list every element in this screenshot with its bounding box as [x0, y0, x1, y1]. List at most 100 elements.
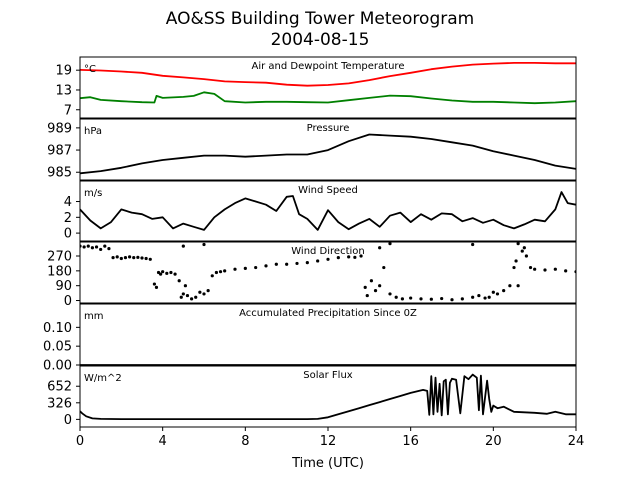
wind-dir-point-74: [495, 292, 500, 296]
xtick-label-2: 8: [241, 434, 249, 449]
wind-dir-point-78: [514, 259, 518, 263]
wind-dir-point-29: [183, 284, 187, 288]
wind-dir-point-53: [359, 254, 363, 258]
pressure-ytick-label-0: 985: [47, 166, 72, 181]
wind-dir-point-82: [528, 265, 533, 270]
wind-dir-point-1: [82, 245, 86, 249]
chart-title-line1: AO&SS Building Tower Meteorogram: [166, 9, 474, 29]
xtick-label-5: 20: [485, 434, 502, 449]
wind-dir-point-18: [152, 282, 156, 286]
wind-dir-point-26: [177, 279, 181, 283]
wind-dir-point-64: [419, 297, 423, 301]
wind-dir-point-27: [179, 295, 183, 299]
wind-dir-point-46: [295, 261, 299, 266]
precip-unit-label: mm: [84, 311, 103, 322]
panel-pressure: 985 987 989 Pressure hPa: [47, 118, 577, 181]
wind-dir-point-4: [94, 245, 99, 249]
wind-dir-point-60: [388, 292, 392, 296]
wind-dir-point-33: [198, 290, 202, 294]
xtick-label-3: 12: [320, 434, 337, 449]
wind-dir-point-45: [285, 262, 289, 266]
wind-dir-point-36: [210, 274, 214, 278]
wind-dir-point-9: [115, 255, 119, 259]
precip-ytick-label-0: 0.00: [43, 359, 72, 374]
xtick-label-0: 0: [76, 434, 84, 449]
wind-dir-point-44: [274, 262, 278, 266]
temp-frame: [79, 56, 577, 119]
wind-dir-point-39: [223, 269, 227, 273]
wind-dir-ytick-label-0: 0: [64, 294, 72, 309]
wind-dir-point-42: [254, 265, 258, 270]
wind-dir-point-35: [206, 289, 210, 293]
pressure-panel-title: Pressure: [307, 123, 350, 134]
wind-dir-point-75: [502, 289, 506, 293]
solar-series-0-line: [80, 373, 576, 421]
wind-dir-point-61: [394, 295, 398, 299]
wind-dir-point-40: [233, 267, 237, 271]
wind-dir-point-49: [326, 257, 330, 261]
wind-dir-point-13: [132, 256, 136, 260]
wind-speed-ytick-label-0: 0: [64, 227, 72, 242]
wind-dir-point-94: [522, 246, 526, 250]
wind-dir-point-30: [185, 293, 190, 298]
wind-speed-ytick-label-1: 2: [64, 211, 72, 226]
x-axis-label: Time (UTC): [291, 456, 364, 471]
wind-dir-point-81: [524, 254, 529, 258]
wind-dir-point-43: [264, 264, 268, 268]
temp-ytick-label-0: 7: [64, 103, 72, 118]
wind-dir-point-12: [128, 255, 132, 259]
wind-dir-point-69: [471, 295, 475, 299]
temp-series-0-line: [80, 62, 576, 87]
wind-dir-point-90: [378, 246, 382, 250]
wind-dir-point-47: [305, 261, 309, 265]
temp-ytick-label-1: 13: [55, 83, 72, 98]
wind-speed-panel-title: Wind Speed: [298, 185, 358, 196]
wind-dir-point-85: [553, 267, 557, 271]
x-axis: 0 4 8 12 16 20 24: [76, 427, 584, 449]
wind-dir-point-11: [123, 256, 128, 260]
wind-dir-point-25: [173, 272, 177, 276]
wind-dir-frame: [79, 241, 577, 304]
wind-dir-point-84: [543, 268, 547, 272]
wind-dir-point-3: [90, 246, 94, 250]
wind-dir-point-66: [440, 296, 444, 301]
xtick-label-4: 16: [402, 434, 419, 449]
wind-dir-point-62: [400, 297, 404, 301]
wind-dir-point-17: [148, 257, 152, 261]
wind-dir-point-24: [169, 270, 173, 275]
wind-dir-point-63: [409, 296, 413, 300]
wind-dir-point-68: [460, 297, 464, 301]
wind-dir-panel-title: Wind Direction: [291, 246, 365, 257]
wind-dir-point-76: [508, 284, 512, 288]
wind-dir-point-93: [516, 242, 520, 246]
wind-dir-point-21: [159, 272, 163, 276]
pressure-ytick-label-2: 989: [47, 121, 72, 136]
wind-dir-point-89: [202, 242, 206, 247]
wind-dir-point-79: [516, 284, 520, 288]
temp-series-1-line: [80, 91, 576, 105]
wind-dir-point-37: [214, 270, 218, 275]
pressure-frame: [79, 118, 577, 181]
solar-unit-label: W/m^2: [84, 373, 122, 384]
wind-dir-point-80: [520, 249, 524, 253]
wind-dir-ytick-label-1: 90: [55, 279, 72, 294]
precip-ytick-label-1: 0.05: [43, 340, 72, 355]
wind-dir-ytick-label-3: 270: [47, 250, 72, 265]
temp-panel-title: Air and Dewpoint Temperature: [252, 61, 405, 72]
panel-wind-speed: 024 Wind Speed m/s: [64, 180, 577, 242]
wind-dir-point-19: [154, 285, 159, 289]
solar-ytick-label-0: 0: [64, 413, 72, 428]
xtick-label-1: 4: [159, 434, 167, 449]
wind-speed-unit-label: m/s: [84, 188, 102, 199]
wind-dir-point-8: [111, 256, 115, 260]
wind-dir-ytick-label-2: 180: [47, 264, 72, 279]
wind-dir-point-92: [471, 242, 475, 247]
wind-dir-point-31: [190, 297, 194, 301]
wind-dir-point-59: [382, 265, 386, 270]
wind-dir-series-0: [80, 242, 576, 302]
wind-dir-point-2: [86, 244, 90, 248]
